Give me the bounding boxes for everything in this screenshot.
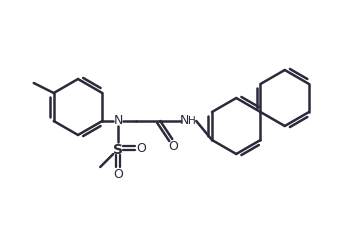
Text: O: O xyxy=(168,140,178,153)
Text: S: S xyxy=(113,142,123,156)
Text: N: N xyxy=(113,114,123,127)
Text: O: O xyxy=(113,167,123,180)
Text: H: H xyxy=(188,115,196,126)
Text: N: N xyxy=(180,114,189,127)
Text: O: O xyxy=(136,142,146,155)
